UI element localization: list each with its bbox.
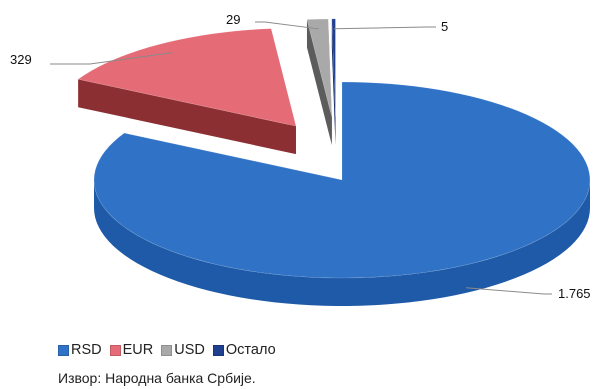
data-labels: 1.765 329 29 5 <box>10 12 591 301</box>
leader-rsd <box>466 287 552 295</box>
source-note: Извор: Народна банка Србије. <box>58 370 256 386</box>
legend-swatch-other <box>212 344 224 356</box>
legend-item-other: Остало <box>212 342 276 358</box>
pie-tops <box>77 18 591 279</box>
slice-eur <box>77 28 297 127</box>
slice-rim-rsd <box>94 180 590 306</box>
legend-item-usd: USD <box>161 342 205 358</box>
label-leaders <box>50 21 552 295</box>
legend-label-rsd: RSD <box>71 342 102 358</box>
legend: RSD EUR USD Остало <box>58 342 276 358</box>
legend-label-eur: EUR <box>122 342 154 358</box>
legend-label-usd: USD <box>174 342 205 358</box>
slice-wall-eur-0 <box>78 79 296 155</box>
slice-usd <box>306 18 333 118</box>
data-label-rsd: 1.765 <box>558 286 591 301</box>
legend-item-eur: EUR <box>109 342 154 358</box>
legend-label-other: Остало <box>225 342 276 358</box>
slice-other <box>330 18 336 117</box>
data-label-other: 5 <box>441 19 448 34</box>
legend-swatch-eur <box>109 344 121 356</box>
legend-item-rsd: RSD <box>58 342 102 358</box>
leader-eur <box>50 52 173 65</box>
slice-rsd <box>93 81 591 279</box>
legend-swatch-rsd <box>58 344 69 356</box>
slice-wall-usd-0 <box>306 19 332 145</box>
leader-usd <box>255 21 320 30</box>
leader-other <box>333 26 436 30</box>
slice-wall-other-0 <box>331 18 336 145</box>
data-label-eur: 329 <box>10 52 32 67</box>
data-label-usd: 29 <box>226 12 240 27</box>
legend-swatch-usd <box>161 344 173 356</box>
